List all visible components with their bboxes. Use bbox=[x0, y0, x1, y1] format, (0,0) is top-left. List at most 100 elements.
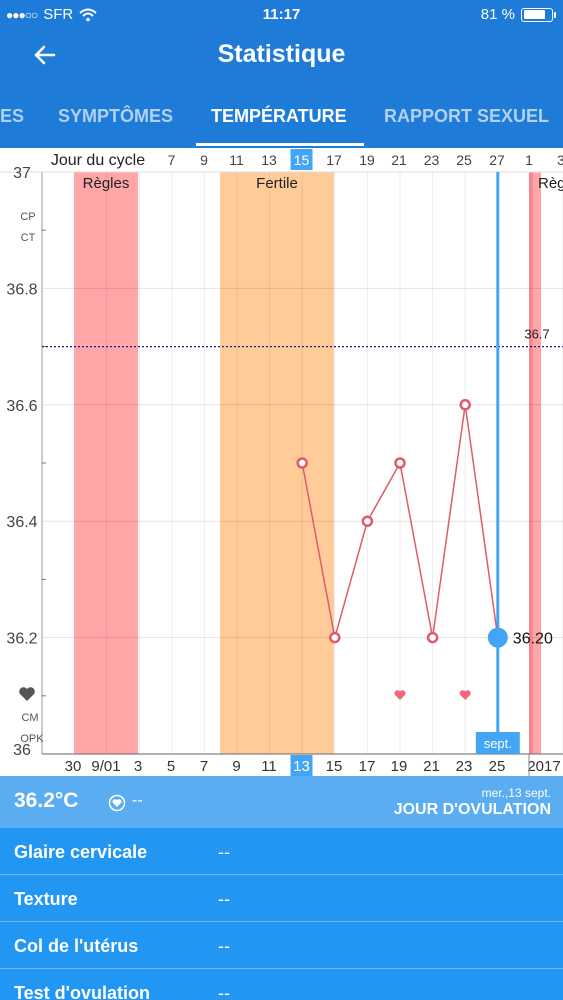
bottom-tick-label: 11 bbox=[261, 758, 277, 775]
bottom-tick-label: 3 bbox=[134, 758, 142, 775]
bottom-tick-label: 25 bbox=[489, 758, 506, 775]
summary-heart-value: -- bbox=[132, 792, 143, 809]
tab-temperature[interactable]: TEMPÉRATURE bbox=[211, 106, 347, 126]
bottom-tick-label: 7 bbox=[200, 758, 208, 775]
period-region-edge bbox=[529, 172, 533, 754]
page-title: Statistique bbox=[217, 40, 346, 68]
tab-es[interactable]: ES bbox=[0, 106, 25, 126]
top-tick-label: 1 bbox=[525, 152, 533, 168]
region-label-fertile: Fertile bbox=[256, 175, 298, 192]
top-tick-label: 9 bbox=[200, 152, 208, 168]
month-badge bbox=[475, 732, 520, 754]
y-tick-label: 36.6 bbox=[6, 398, 37, 415]
y-tick-label: 37 bbox=[13, 165, 31, 182]
detail-value: -- bbox=[218, 983, 230, 1000]
temperature-point bbox=[394, 457, 406, 469]
detail-row-col[interactable]: Col de l'utérus -- bbox=[0, 922, 563, 969]
row-label-cp: CP bbox=[20, 211, 35, 223]
detail-label: Glaire cervicale bbox=[14, 842, 148, 862]
detail-label: Test d'ovulation bbox=[14, 983, 150, 1000]
region-label-regles-next: Règ bbox=[538, 175, 563, 192]
bottom-tick-label: 19 bbox=[391, 758, 408, 775]
tab-bar: ES SYMPTÔMES TEMPÉRATURE RAPPORT SEXUEL bbox=[0, 82, 563, 148]
detail-value: -- bbox=[218, 889, 230, 909]
top-tick-label: 19 bbox=[359, 152, 375, 168]
top-axis-label: Jour du cycle bbox=[51, 152, 145, 169]
row-label-ct: CT bbox=[21, 232, 36, 244]
bottom-tick-label: 30 bbox=[65, 758, 82, 775]
status-time: 11:17 bbox=[262, 6, 301, 23]
back-arrow-icon[interactable] bbox=[30, 40, 60, 70]
bottom-tick-label: 5 bbox=[167, 758, 175, 775]
temperature-point bbox=[361, 515, 374, 527]
detail-label: Col de l'utérus bbox=[14, 936, 139, 956]
tab-symptomes[interactable]: SYMPTÔMES bbox=[58, 106, 174, 126]
tab-indicator bbox=[196, 143, 364, 146]
battery-percent: 81 % bbox=[480, 6, 515, 23]
top-tick-label: 11 bbox=[229, 152, 244, 168]
app-bar: Statistique bbox=[0, 30, 563, 82]
temperature-chart[interactable]: Jour du cycle 7 9 11 13 15 17 19 21 23 25 27 1 33636.… bbox=[0, 148, 563, 776]
status-right: 81 % bbox=[480, 6, 556, 23]
summary-date: mer.,13 sept. bbox=[481, 786, 551, 800]
bottom-tick-label: 15 bbox=[326, 758, 343, 775]
temperature-point bbox=[329, 631, 341, 644]
top-tick-label: 25 bbox=[456, 152, 472, 168]
top-tick-label: 17 bbox=[326, 152, 342, 168]
carrier-name: SFR bbox=[43, 6, 74, 23]
bottom-tick-label: 21 bbox=[423, 758, 440, 775]
detail-row-texture[interactable]: Texture -- bbox=[0, 875, 563, 922]
details-list: Glaire cervicale -- Texture -- Col de l'… bbox=[0, 828, 563, 1000]
y-tick-label: 36.2 bbox=[6, 631, 37, 648]
signal-icon: ●●●○○ bbox=[6, 7, 38, 22]
battery-icon bbox=[521, 7, 556, 22]
period-region bbox=[74, 172, 138, 754]
region-label-regles: Règles bbox=[83, 175, 130, 192]
status-bar: ●●●○○ SFR 11:17 81 % bbox=[0, 0, 563, 30]
bottom-tick-label: 23 bbox=[456, 758, 473, 775]
y-tick-label: 36.8 bbox=[6, 281, 37, 298]
row-label-opk: OPK bbox=[20, 733, 44, 745]
temperature-point bbox=[459, 399, 471, 411]
status-left: ●●●○○ SFR bbox=[6, 6, 97, 23]
detail-label: Texture bbox=[14, 889, 78, 909]
top-axis-bg bbox=[0, 148, 563, 172]
temperature-point bbox=[426, 631, 439, 644]
summary-bar: 36.2°C -- mer.,13 sept. JOUR D'OVULATION bbox=[0, 776, 563, 828]
heart-marker bbox=[459, 690, 471, 700]
tab-rapport-sexuel[interactable]: RAPPORT SEXUEL bbox=[384, 106, 550, 126]
y-tick-label: 36 bbox=[13, 742, 31, 759]
detail-value: -- bbox=[218, 936, 230, 956]
top-tick-label-selected: 15 bbox=[294, 152, 310, 168]
coverline-label: 36.7 bbox=[524, 327, 549, 342]
detail-row-test[interactable]: Test d'ovulation -- bbox=[0, 969, 563, 1000]
selected-date-marker bbox=[290, 755, 313, 776]
top-tick-label: 7 bbox=[168, 152, 176, 168]
heart-marker bbox=[394, 690, 406, 700]
heart-circle-icon[interactable] bbox=[108, 794, 126, 812]
selected-point bbox=[487, 627, 508, 648]
row-label-cm: CM bbox=[21, 712, 38, 724]
temperature-point bbox=[296, 457, 308, 469]
y-tick-label: 36.4 bbox=[6, 514, 37, 531]
fertile-region bbox=[220, 172, 334, 754]
detail-value: -- bbox=[218, 842, 230, 862]
top-tick-label: 21 bbox=[391, 152, 407, 168]
top-tick-label: 27 bbox=[489, 152, 505, 168]
wifi-icon bbox=[79, 8, 97, 21]
bottom-tick-label: 9/01 bbox=[91, 758, 120, 775]
selected-day-marker bbox=[290, 149, 313, 170]
heart-row-icon bbox=[19, 687, 35, 701]
bottom-tick-label-selected: 13 bbox=[293, 758, 310, 775]
summary-temperature: 36.2°C bbox=[14, 789, 79, 812]
bottom-tick-label: 9 bbox=[232, 758, 240, 775]
top-tick-label: 23 bbox=[424, 152, 440, 168]
month-label: sept. bbox=[484, 736, 512, 751]
bottom-tick-label: 2017 bbox=[527, 758, 560, 775]
bottom-tick-label: 17 bbox=[359, 758, 376, 775]
top-tick-label: 3 bbox=[557, 152, 563, 168]
detail-row-glaire[interactable]: Glaire cervicale -- bbox=[0, 828, 563, 875]
top-tick-label: 13 bbox=[261, 152, 277, 168]
summary-status: JOUR D'OVULATION bbox=[393, 801, 551, 818]
selected-value-label: 36.20 bbox=[513, 631, 553, 648]
